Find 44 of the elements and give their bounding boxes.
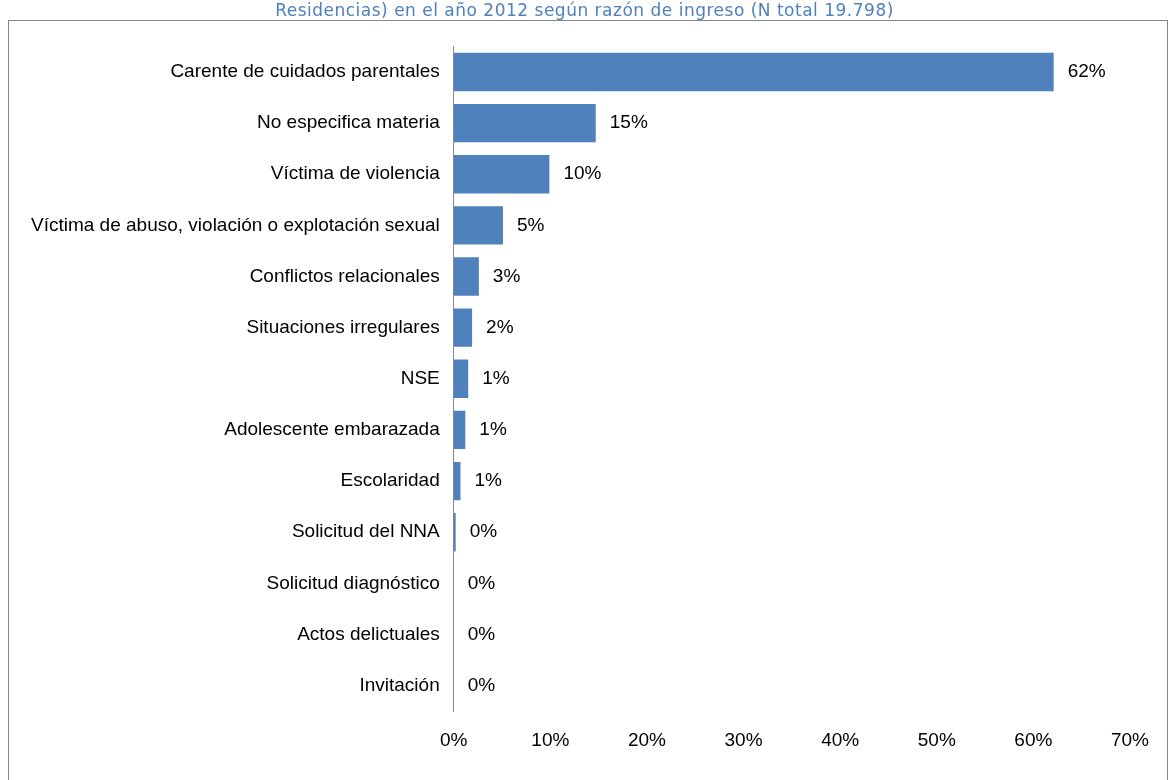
y-tick-label: Conflictos relacionales [249, 264, 440, 286]
data-label: 1% [479, 418, 507, 440]
data-label: 3% [492, 264, 521, 286]
bar [453, 359, 469, 398]
y-tick-label: No especifica materia [257, 111, 441, 133]
bar [453, 155, 550, 194]
x-tick-label: 40% [821, 728, 860, 750]
x-tick-label: 10% [531, 728, 570, 750]
data-label: 0% [469, 520, 498, 542]
x-tick-label: 0% [440, 728, 468, 750]
data-label: 62% [1067, 60, 1106, 82]
y-tick-label: Víctima de abuso, violación o explotación sexual [30, 213, 440, 235]
data-label: 15% [609, 111, 648, 133]
data-label: 5% [517, 213, 545, 235]
y-tick-label: Escolaridad [340, 469, 440, 491]
y-tick-label: Solicitud diagnóstico [266, 571, 440, 593]
chart-title: Residencias) en el año 2012 según razón de ingreso (N total 19.798) [274, 0, 895, 20]
bar [453, 206, 504, 245]
y-tick-label: Adolescente embarazada [224, 418, 441, 440]
x-tick-label: 60% [1014, 728, 1053, 750]
y-tick-label: Actos delictuales [297, 622, 440, 644]
bar [453, 257, 479, 296]
data-label: 0% [467, 622, 496, 644]
data-label: 2% [486, 315, 514, 337]
data-label: 0% [467, 673, 496, 695]
bar [453, 461, 461, 501]
bar [453, 52, 1054, 92]
bar [453, 103, 596, 143]
bar [453, 410, 466, 450]
data-label: 10% [563, 162, 602, 184]
y-tick-label: Situaciones irregulares [246, 315, 440, 337]
data-label: 1% [474, 469, 503, 491]
y-tick-label: Carente de cuidados parentales [170, 60, 440, 82]
bar [453, 308, 473, 347]
y-tick-label: Solicitud del NNA [291, 520, 441, 542]
x-tick-label: 30% [724, 728, 763, 750]
data-label: 0% [467, 571, 496, 593]
y-tick-label: NSE [400, 367, 440, 389]
y-tick-label: Víctima de violencia [270, 162, 441, 184]
x-tick-label: 70% [1110, 728, 1150, 750]
x-tick-label: 50% [917, 728, 956, 750]
data-label: 1% [482, 367, 510, 389]
y-tick-label: Invitación [359, 673, 440, 695]
x-tick-label: 20% [627, 728, 667, 750]
